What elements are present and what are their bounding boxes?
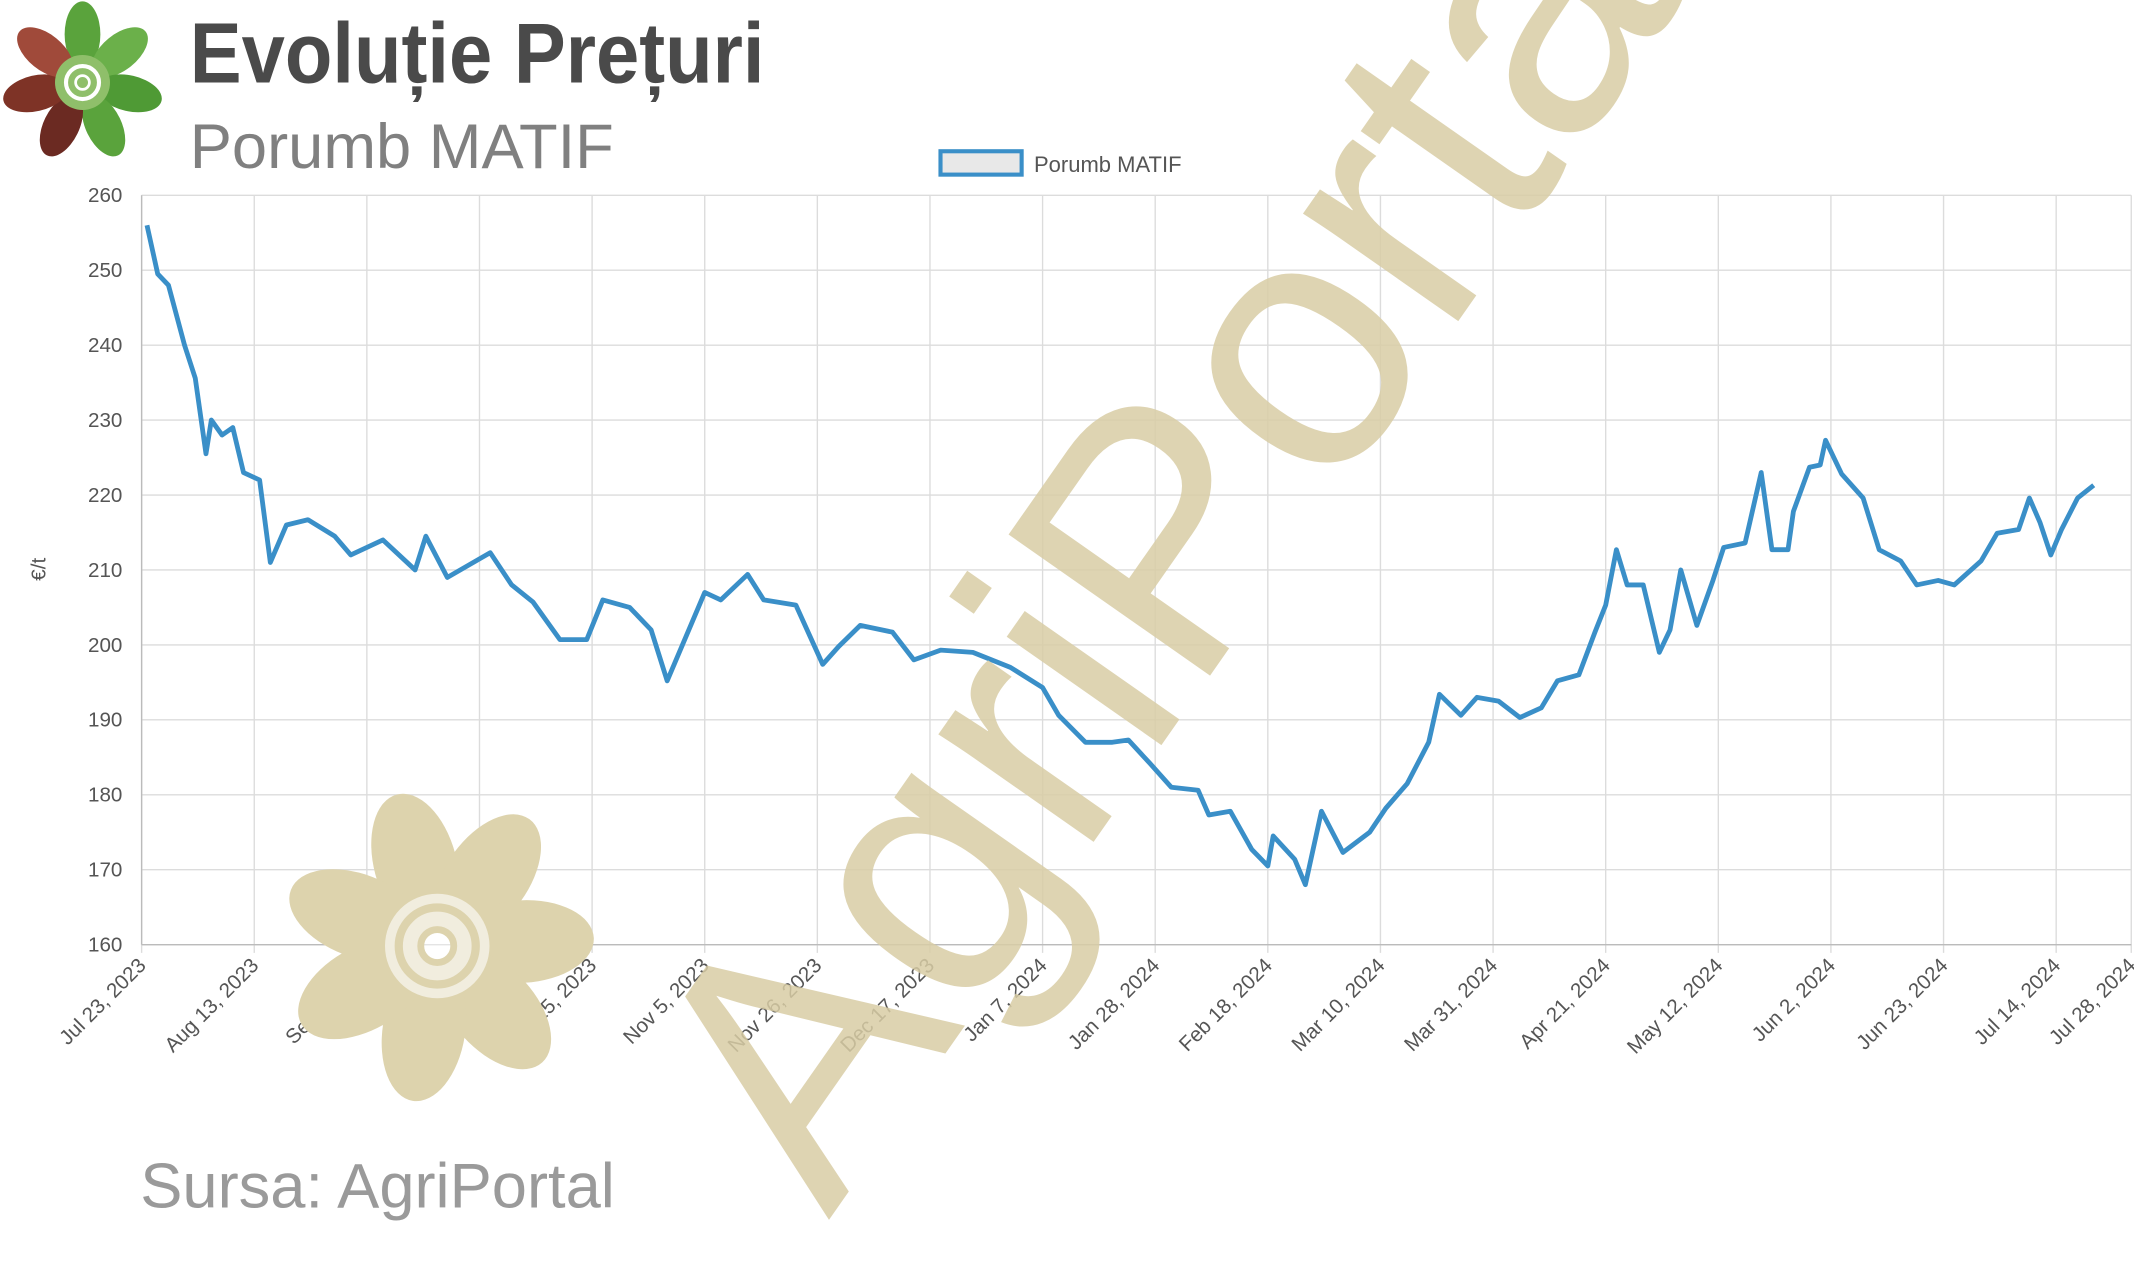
- y-tick-label: 170: [88, 859, 122, 882]
- x-tick-label: Mar 10, 2024: [1287, 954, 1389, 1056]
- y-tick-label: 240: [88, 334, 122, 357]
- source: Sursa: AgriPortal: [140, 1151, 615, 1221]
- watermark: AgriPortal: [563, 0, 1793, 1265]
- x-tick-label: Jun 2, 2024: [1748, 954, 1840, 1046]
- y-tick-label: 180: [88, 784, 122, 807]
- x-tick-label: May 12, 2024: [1623, 954, 1728, 1059]
- chart-title: Evoluție Prețuri: [190, 7, 765, 103]
- y-tick-label: 210: [88, 559, 122, 582]
- x-tick-label: Apr 21, 2024: [1515, 954, 1615, 1054]
- legend-label: Porumb MATIF: [1034, 152, 1182, 177]
- legend-swatch: [938, 149, 1024, 177]
- y-tick-label: 230: [88, 409, 122, 432]
- x-tick-label: Aug 13, 2023: [160, 954, 263, 1057]
- y-tick-label: 220: [88, 484, 122, 507]
- y-tick-label: 260: [88, 184, 122, 207]
- chart-subtitle: Porumb MATIF: [190, 112, 614, 182]
- y-tick-label: 250: [88, 259, 122, 282]
- x-tick-label: Mar 31, 2024: [1400, 954, 1502, 1056]
- y-tick-label: 160: [88, 934, 122, 957]
- y-tick-label: 200: [88, 634, 122, 657]
- y-tick-label: 190: [88, 709, 122, 732]
- x-tick-label: Feb 18, 2024: [1175, 954, 1277, 1056]
- x-tick-label: Jun 23, 2024: [1852, 954, 1953, 1055]
- x-tick-label: Jul 23, 2023: [55, 954, 151, 1050]
- line-series: [144, 224, 2096, 888]
- watermark-flower: [289, 793, 594, 1102]
- y-axis-label: €/t: [27, 558, 50, 581]
- logo: [3, 1, 162, 157]
